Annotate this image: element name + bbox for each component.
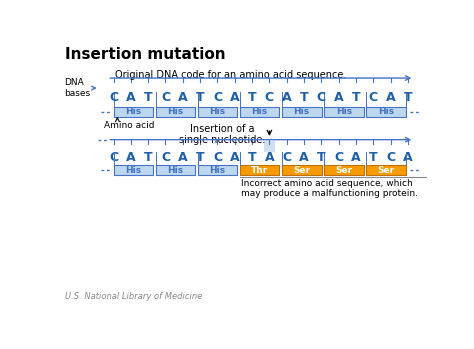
Text: His: His bbox=[336, 107, 352, 116]
Text: A: A bbox=[386, 91, 395, 104]
Text: T: T bbox=[144, 91, 153, 104]
Text: His: His bbox=[210, 107, 226, 116]
Text: T: T bbox=[248, 91, 256, 104]
FancyBboxPatch shape bbox=[282, 106, 321, 117]
Text: T: T bbox=[317, 151, 326, 164]
Text: T: T bbox=[248, 151, 256, 164]
Text: C: C bbox=[265, 91, 274, 104]
Text: A: A bbox=[178, 151, 188, 164]
Text: His: His bbox=[378, 107, 394, 116]
FancyBboxPatch shape bbox=[113, 165, 153, 175]
Text: C: C bbox=[161, 91, 170, 104]
Text: A: A bbox=[126, 91, 136, 104]
FancyBboxPatch shape bbox=[264, 141, 275, 152]
Text: DNA
bases: DNA bases bbox=[64, 78, 90, 98]
FancyBboxPatch shape bbox=[198, 165, 237, 175]
Text: A: A bbox=[126, 151, 136, 164]
FancyBboxPatch shape bbox=[240, 165, 280, 175]
Text: U.S. National Library of Medicine: U.S. National Library of Medicine bbox=[65, 292, 203, 302]
Text: Insertion of a
single nucleotide.: Insertion of a single nucleotide. bbox=[179, 124, 265, 145]
Text: A: A bbox=[264, 151, 274, 164]
Text: T: T bbox=[196, 91, 204, 104]
Text: C: C bbox=[334, 151, 343, 164]
Text: Incorrect amino acid sequence, which
may produce a malfunctioning protein.: Incorrect amino acid sequence, which may… bbox=[241, 179, 418, 198]
Text: T: T bbox=[144, 151, 153, 164]
FancyBboxPatch shape bbox=[240, 106, 280, 117]
Text: His: His bbox=[252, 107, 268, 116]
FancyBboxPatch shape bbox=[198, 106, 237, 117]
Text: T: T bbox=[196, 151, 204, 164]
Text: C: C bbox=[317, 91, 326, 104]
FancyBboxPatch shape bbox=[155, 106, 195, 117]
Text: A: A bbox=[351, 151, 361, 164]
Text: His: His bbox=[167, 107, 183, 116]
Text: A: A bbox=[299, 151, 309, 164]
FancyBboxPatch shape bbox=[366, 165, 406, 175]
Text: C: C bbox=[213, 91, 222, 104]
Text: A: A bbox=[334, 91, 344, 104]
Text: Ser: Ser bbox=[377, 165, 394, 174]
Text: C: C bbox=[109, 91, 118, 104]
Text: A: A bbox=[230, 151, 239, 164]
Text: T: T bbox=[352, 91, 360, 104]
Text: Amino acid: Amino acid bbox=[104, 121, 155, 130]
Text: C: C bbox=[161, 151, 170, 164]
Text: C: C bbox=[386, 151, 395, 164]
Text: C: C bbox=[282, 151, 292, 164]
Text: C: C bbox=[369, 91, 378, 104]
Text: His: His bbox=[125, 107, 141, 116]
Text: T: T bbox=[300, 91, 309, 104]
Text: C: C bbox=[109, 151, 118, 164]
Text: Original DNA code for an amino acid sequence.: Original DNA code for an amino acid sequ… bbox=[115, 70, 346, 80]
Text: Ser: Ser bbox=[335, 165, 352, 174]
FancyBboxPatch shape bbox=[155, 165, 195, 175]
FancyBboxPatch shape bbox=[366, 106, 406, 117]
FancyBboxPatch shape bbox=[282, 165, 321, 175]
FancyBboxPatch shape bbox=[113, 106, 153, 117]
Text: T: T bbox=[369, 151, 378, 164]
FancyBboxPatch shape bbox=[324, 106, 364, 117]
Text: His: His bbox=[125, 165, 141, 174]
Text: His: His bbox=[167, 165, 183, 174]
Text: A: A bbox=[282, 91, 292, 104]
Text: His: His bbox=[210, 165, 226, 174]
Text: C: C bbox=[213, 151, 222, 164]
Text: Thr: Thr bbox=[251, 165, 268, 174]
Text: A: A bbox=[178, 91, 188, 104]
FancyBboxPatch shape bbox=[324, 165, 364, 175]
Text: Ser: Ser bbox=[293, 165, 310, 174]
Text: A: A bbox=[230, 91, 239, 104]
Text: His: His bbox=[293, 107, 310, 116]
Text: A: A bbox=[403, 151, 413, 164]
Text: T: T bbox=[404, 91, 412, 104]
Text: Insertion mutation: Insertion mutation bbox=[65, 47, 226, 62]
